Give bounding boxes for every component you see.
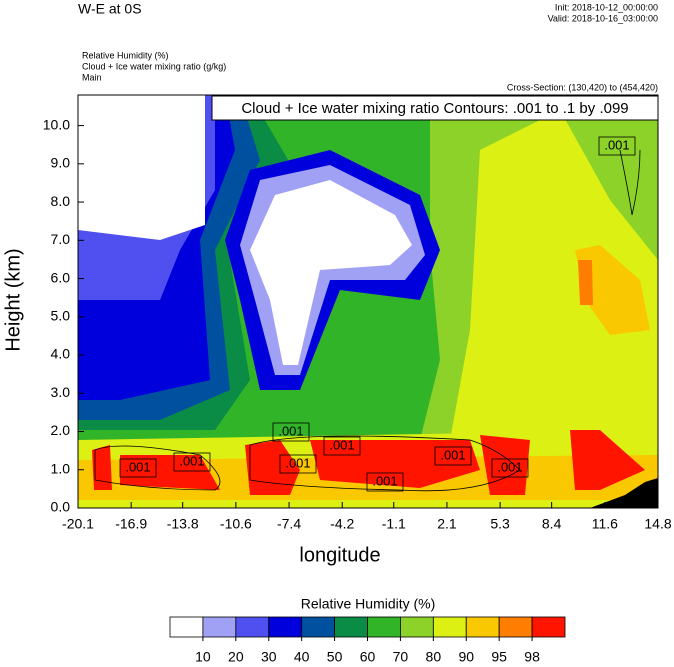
contour-label-box xyxy=(272,422,310,442)
y-tick-label: 6.0 xyxy=(51,269,71,285)
contour-label: .001 xyxy=(179,453,204,468)
colorbar-title: Relative Humidity (%) xyxy=(301,596,436,612)
contour-label: .001 xyxy=(278,423,303,438)
field-layer xyxy=(450,110,658,440)
colorbar-box xyxy=(367,616,401,638)
field-layer xyxy=(250,180,412,365)
field xyxy=(78,95,658,508)
colorbar-label: 20 xyxy=(228,649,244,665)
x-tick-label: -7.4 xyxy=(277,516,301,532)
contour-label: .001 xyxy=(329,437,354,452)
x-tick-label: -10.6 xyxy=(220,516,252,532)
contour-label-box xyxy=(491,458,529,478)
colorbar-box xyxy=(400,616,434,638)
y-tick-label: 10.0 xyxy=(43,116,70,132)
field-layer xyxy=(78,95,205,240)
x-tick-label: -13.8 xyxy=(167,516,199,532)
contour-title-box xyxy=(211,95,659,121)
contour-label: .001 xyxy=(604,137,629,152)
y-tick-label: 9.0 xyxy=(51,155,71,171)
y-tick-label: 4.0 xyxy=(51,346,71,362)
field-layer xyxy=(578,260,593,305)
colorbar-label: 60 xyxy=(360,649,376,665)
contour-label: .001 xyxy=(285,455,310,470)
terrain xyxy=(590,478,658,508)
contour-label: .001 xyxy=(372,473,397,488)
colorbar-box xyxy=(169,616,204,638)
field-layer xyxy=(92,430,645,495)
colorbar-label: 30 xyxy=(261,649,277,665)
contour-line xyxy=(619,149,641,216)
contour-label-box xyxy=(119,458,157,478)
contour-label-box xyxy=(279,454,317,474)
colorbar-label: 70 xyxy=(393,649,409,665)
colorbar-label: 40 xyxy=(294,649,310,665)
colorbar-box xyxy=(235,616,270,638)
colorbar-box xyxy=(465,616,500,638)
colorbar-box xyxy=(301,616,335,638)
field-layer xyxy=(575,245,650,335)
colorbar-box xyxy=(432,616,467,638)
contour-label-box xyxy=(323,436,361,456)
x-tick-label: -20.1 xyxy=(62,516,94,532)
contour-label: .001 xyxy=(125,459,150,474)
colorbar-label: 50 xyxy=(327,649,343,665)
valid-time: Valid: 2018-10-16_03:00:00 xyxy=(548,13,658,23)
x-tick-label: 14.8 xyxy=(644,516,671,532)
colorbar-box xyxy=(531,616,566,638)
y-tick-label: 8.0 xyxy=(51,193,71,209)
x-tick-label: -16.9 xyxy=(115,516,147,532)
colorbar-box xyxy=(498,616,533,638)
y-tick-label: 3.0 xyxy=(51,384,71,400)
contour-label-box xyxy=(366,472,404,492)
contour-title: Cloud + Ice water mixing ratio Contours:… xyxy=(241,100,628,117)
colorbar-label: 90 xyxy=(458,649,474,665)
field-name: Cloud + Ice water mixing ratio (g/kg) xyxy=(82,61,226,71)
x-tick-label: 5.3 xyxy=(490,516,510,532)
field-name: Main xyxy=(82,72,102,82)
colorbar-box xyxy=(334,616,368,638)
x-tick-label: 8.4 xyxy=(542,516,562,532)
colorbar-label: 95 xyxy=(491,649,507,665)
left-title: W-E at 0S xyxy=(78,1,142,17)
y-axis-label: Height (km) xyxy=(2,248,24,351)
contour-label: .001 xyxy=(440,447,465,462)
x-tick-label: 11.6 xyxy=(592,516,618,532)
contour-label-box xyxy=(598,136,636,156)
colorbar-label: 98 xyxy=(524,649,540,665)
init-time: Init: 2018-10-12_00:00:00 xyxy=(555,2,658,12)
colorbar-box xyxy=(268,616,303,638)
field-name: Relative Humidity (%) xyxy=(82,50,169,60)
x-tick-label: -1.1 xyxy=(382,516,406,532)
contour-label-box xyxy=(173,452,211,472)
plot-frame xyxy=(77,94,659,509)
colorbar-label: 80 xyxy=(426,649,442,665)
contour-line xyxy=(94,435,521,492)
contour-label-box xyxy=(434,446,472,466)
y-tick-label: 7.0 xyxy=(51,231,71,247)
x-tick-label: -4.2 xyxy=(330,516,354,532)
x-axis-label: longitude xyxy=(299,544,380,566)
y-tick-label: 5.0 xyxy=(51,307,71,323)
cross-section: Cross-Section: (130,420) to (454,420) xyxy=(507,82,658,92)
x-tick-label: 2.1 xyxy=(437,516,457,532)
colorbar-label: 10 xyxy=(195,649,211,665)
y-tick-label: 2.0 xyxy=(51,422,71,438)
y-tick-label: 1.0 xyxy=(51,460,71,476)
colorbar-box xyxy=(202,616,237,638)
contour-label: .001 xyxy=(497,459,522,474)
y-tick-label: 0.0 xyxy=(51,499,71,515)
